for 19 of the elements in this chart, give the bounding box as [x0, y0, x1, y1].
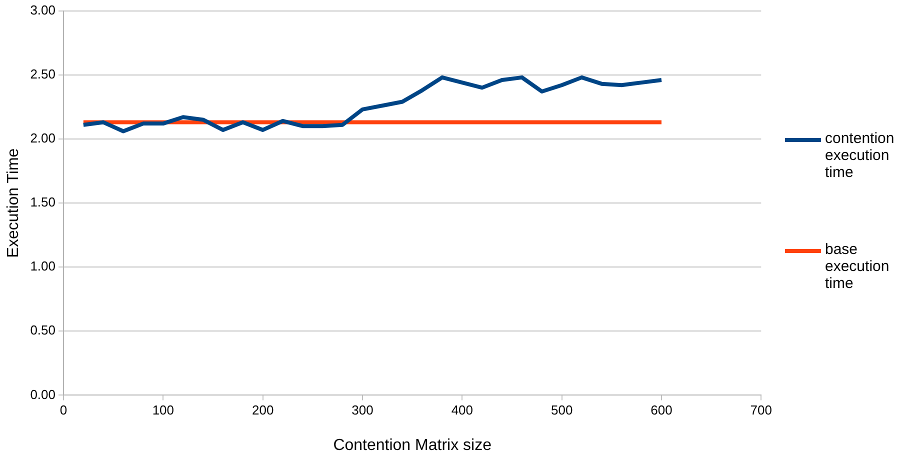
y-axis-title: Execution Time	[5, 148, 22, 258]
x-tick-label: 400	[451, 402, 474, 418]
x-tick-label: 100	[152, 402, 174, 418]
legend-label: contention execution time	[825, 130, 896, 181]
y-tick-label: 2.00	[30, 130, 56, 146]
x-tick-label: 300	[352, 402, 374, 418]
x-tick-label: 600	[650, 402, 672, 418]
x-tick-label: 0	[60, 402, 68, 418]
y-tick-label: 0.00	[30, 386, 56, 402]
y-tick-label: 0.50	[30, 322, 56, 338]
y-tick-label: 1.50	[30, 194, 56, 210]
legend-label: base execution time	[825, 241, 890, 292]
y-tick-label: 2.50	[30, 66, 56, 82]
x-axis-title: Contention Matrix size	[333, 436, 492, 454]
x-tick-label: 500	[550, 402, 573, 418]
x-tick-label: 200	[252, 402, 274, 418]
y-tick-label: 1.00	[30, 258, 56, 274]
y-tick-label: 3.00	[30, 2, 56, 18]
x-tick-label: 700	[750, 402, 772, 418]
